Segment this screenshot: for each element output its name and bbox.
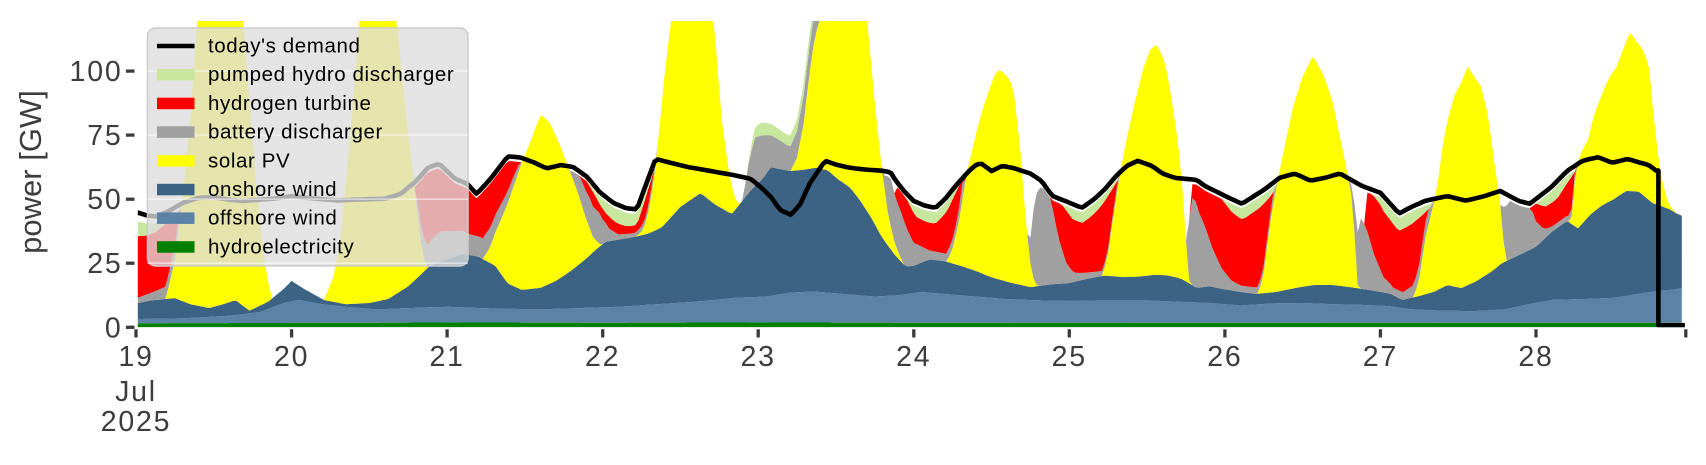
svg-text:27: 27 [1363,341,1398,373]
svg-text:50: 50 [87,184,122,216]
svg-text:today's demand: today's demand [208,35,361,58]
svg-text:Jul: Jul [115,376,157,408]
svg-text:26: 26 [1207,341,1242,373]
svg-text:100: 100 [70,56,123,88]
svg-text:25: 25 [1052,341,1087,373]
svg-text:24: 24 [896,341,931,373]
svg-text:hydrogen turbine: hydrogen turbine [208,92,371,115]
svg-text:solar PV: solar PV [208,149,290,172]
svg-text:2025: 2025 [101,406,172,438]
svg-text:21: 21 [429,341,464,373]
svg-text:75: 75 [87,120,122,152]
svg-text:power [GW]: power [GW] [13,90,48,254]
svg-text:0: 0 [105,312,123,344]
svg-text:25: 25 [87,248,122,280]
svg-text:offshore wind: offshore wind [208,207,337,230]
svg-text:battery discharger: battery discharger [208,121,383,144]
svg-text:hydroelectricity: hydroelectricity [208,235,354,258]
svg-text:pumped hydro discharger: pumped hydro discharger [208,63,454,86]
svg-text:onshore wind: onshore wind [208,178,337,201]
svg-text:20: 20 [274,341,309,373]
svg-text:19: 19 [118,341,153,373]
svg-text:22: 22 [585,341,620,373]
svg-text:28: 28 [1518,341,1553,373]
svg-text:23: 23 [741,341,776,373]
